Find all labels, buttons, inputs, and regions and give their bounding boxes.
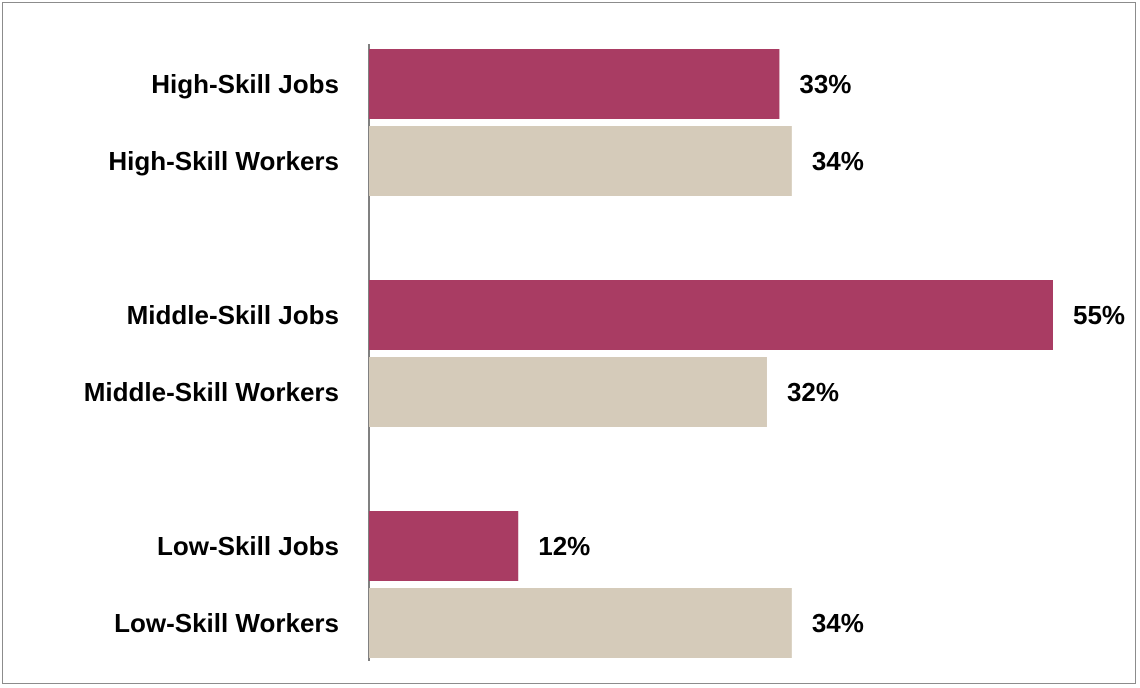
data-label: 32%	[787, 377, 839, 407]
data-label: 55%	[1073, 300, 1125, 330]
data-label: 34%	[812, 146, 864, 176]
data-label: 34%	[812, 608, 864, 638]
bar	[369, 511, 519, 581]
bar	[369, 126, 792, 196]
bar	[369, 588, 792, 658]
category-label: Low-Skill Jobs	[157, 531, 339, 561]
bar	[369, 280, 1053, 350]
category-label: Low-Skill Workers	[114, 608, 339, 638]
category-label: Middle-Skill Workers	[84, 377, 339, 407]
bar	[369, 49, 780, 119]
category-label: High-Skill Workers	[108, 146, 339, 176]
data-label: 12%	[538, 531, 590, 561]
category-label: Middle-Skill Jobs	[127, 300, 339, 330]
bar	[369, 357, 767, 427]
data-label: 33%	[799, 69, 851, 99]
category-label: High-Skill Jobs	[151, 69, 339, 99]
